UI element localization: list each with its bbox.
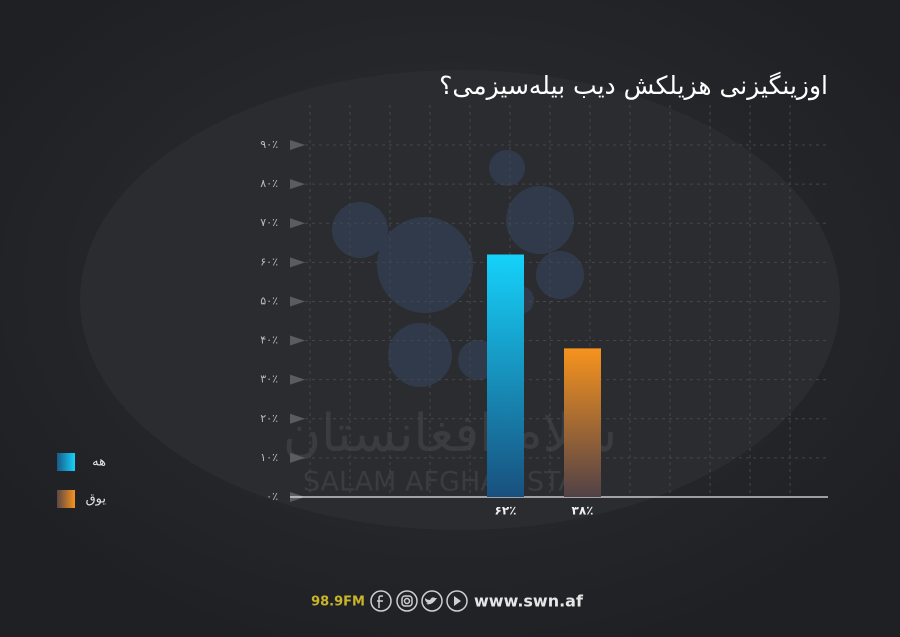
tick-mark bbox=[290, 413, 305, 424]
value-label: ۶۲٪ bbox=[495, 504, 517, 518]
website: www.swn.af bbox=[474, 592, 584, 611]
tick-mark bbox=[290, 335, 305, 346]
tick-mark bbox=[290, 452, 305, 463]
legend-swatch bbox=[57, 453, 75, 471]
y-tick-label: ۷۰٪ bbox=[260, 216, 278, 229]
station: 98.9FM bbox=[311, 595, 365, 610]
y-tick-label: ۵۰٪ bbox=[260, 294, 278, 307]
decor-circles bbox=[332, 150, 584, 387]
globe bbox=[80, 70, 840, 530]
y-tick-label: ۰٪ bbox=[266, 490, 278, 503]
watermark-latin: SALAM AFGHANISTAN bbox=[303, 467, 597, 498]
tick-mark bbox=[290, 140, 305, 150]
y-tick-label: ۱۰٪ bbox=[260, 451, 278, 464]
legend-swatch bbox=[57, 490, 75, 508]
value-label: ۳۸٪ bbox=[572, 504, 594, 518]
tick-mark bbox=[290, 179, 305, 190]
social-icons bbox=[370, 590, 468, 612]
tick-mark bbox=[290, 296, 305, 307]
y-tick-label: ۲۰٪ bbox=[260, 412, 278, 425]
bar bbox=[564, 348, 601, 497]
tick-mark bbox=[290, 257, 305, 268]
y-tick-label: ۸۰٪ bbox=[260, 177, 278, 190]
legend-label: یوق bbox=[86, 492, 107, 507]
footer: 98.9FM www.swn.af bbox=[311, 590, 584, 612]
y-tick-label: ۴۰٪ bbox=[260, 334, 278, 347]
y-tick-label: ۳۰٪ bbox=[260, 373, 278, 386]
y-tick-label: ۹۰٪ bbox=[260, 138, 278, 151]
watermark-native: سلام افغانستان bbox=[283, 404, 617, 464]
tick-mark bbox=[290, 374, 305, 385]
tick-mark bbox=[290, 218, 305, 229]
legend-label: هه bbox=[92, 455, 106, 470]
y-tick-label: ۶۰٪ bbox=[260, 255, 278, 268]
bar bbox=[487, 254, 524, 497]
chart-title: اوزینگیزنی هزیلکش دیب بیله‌سیزمی؟ bbox=[439, 71, 828, 101]
